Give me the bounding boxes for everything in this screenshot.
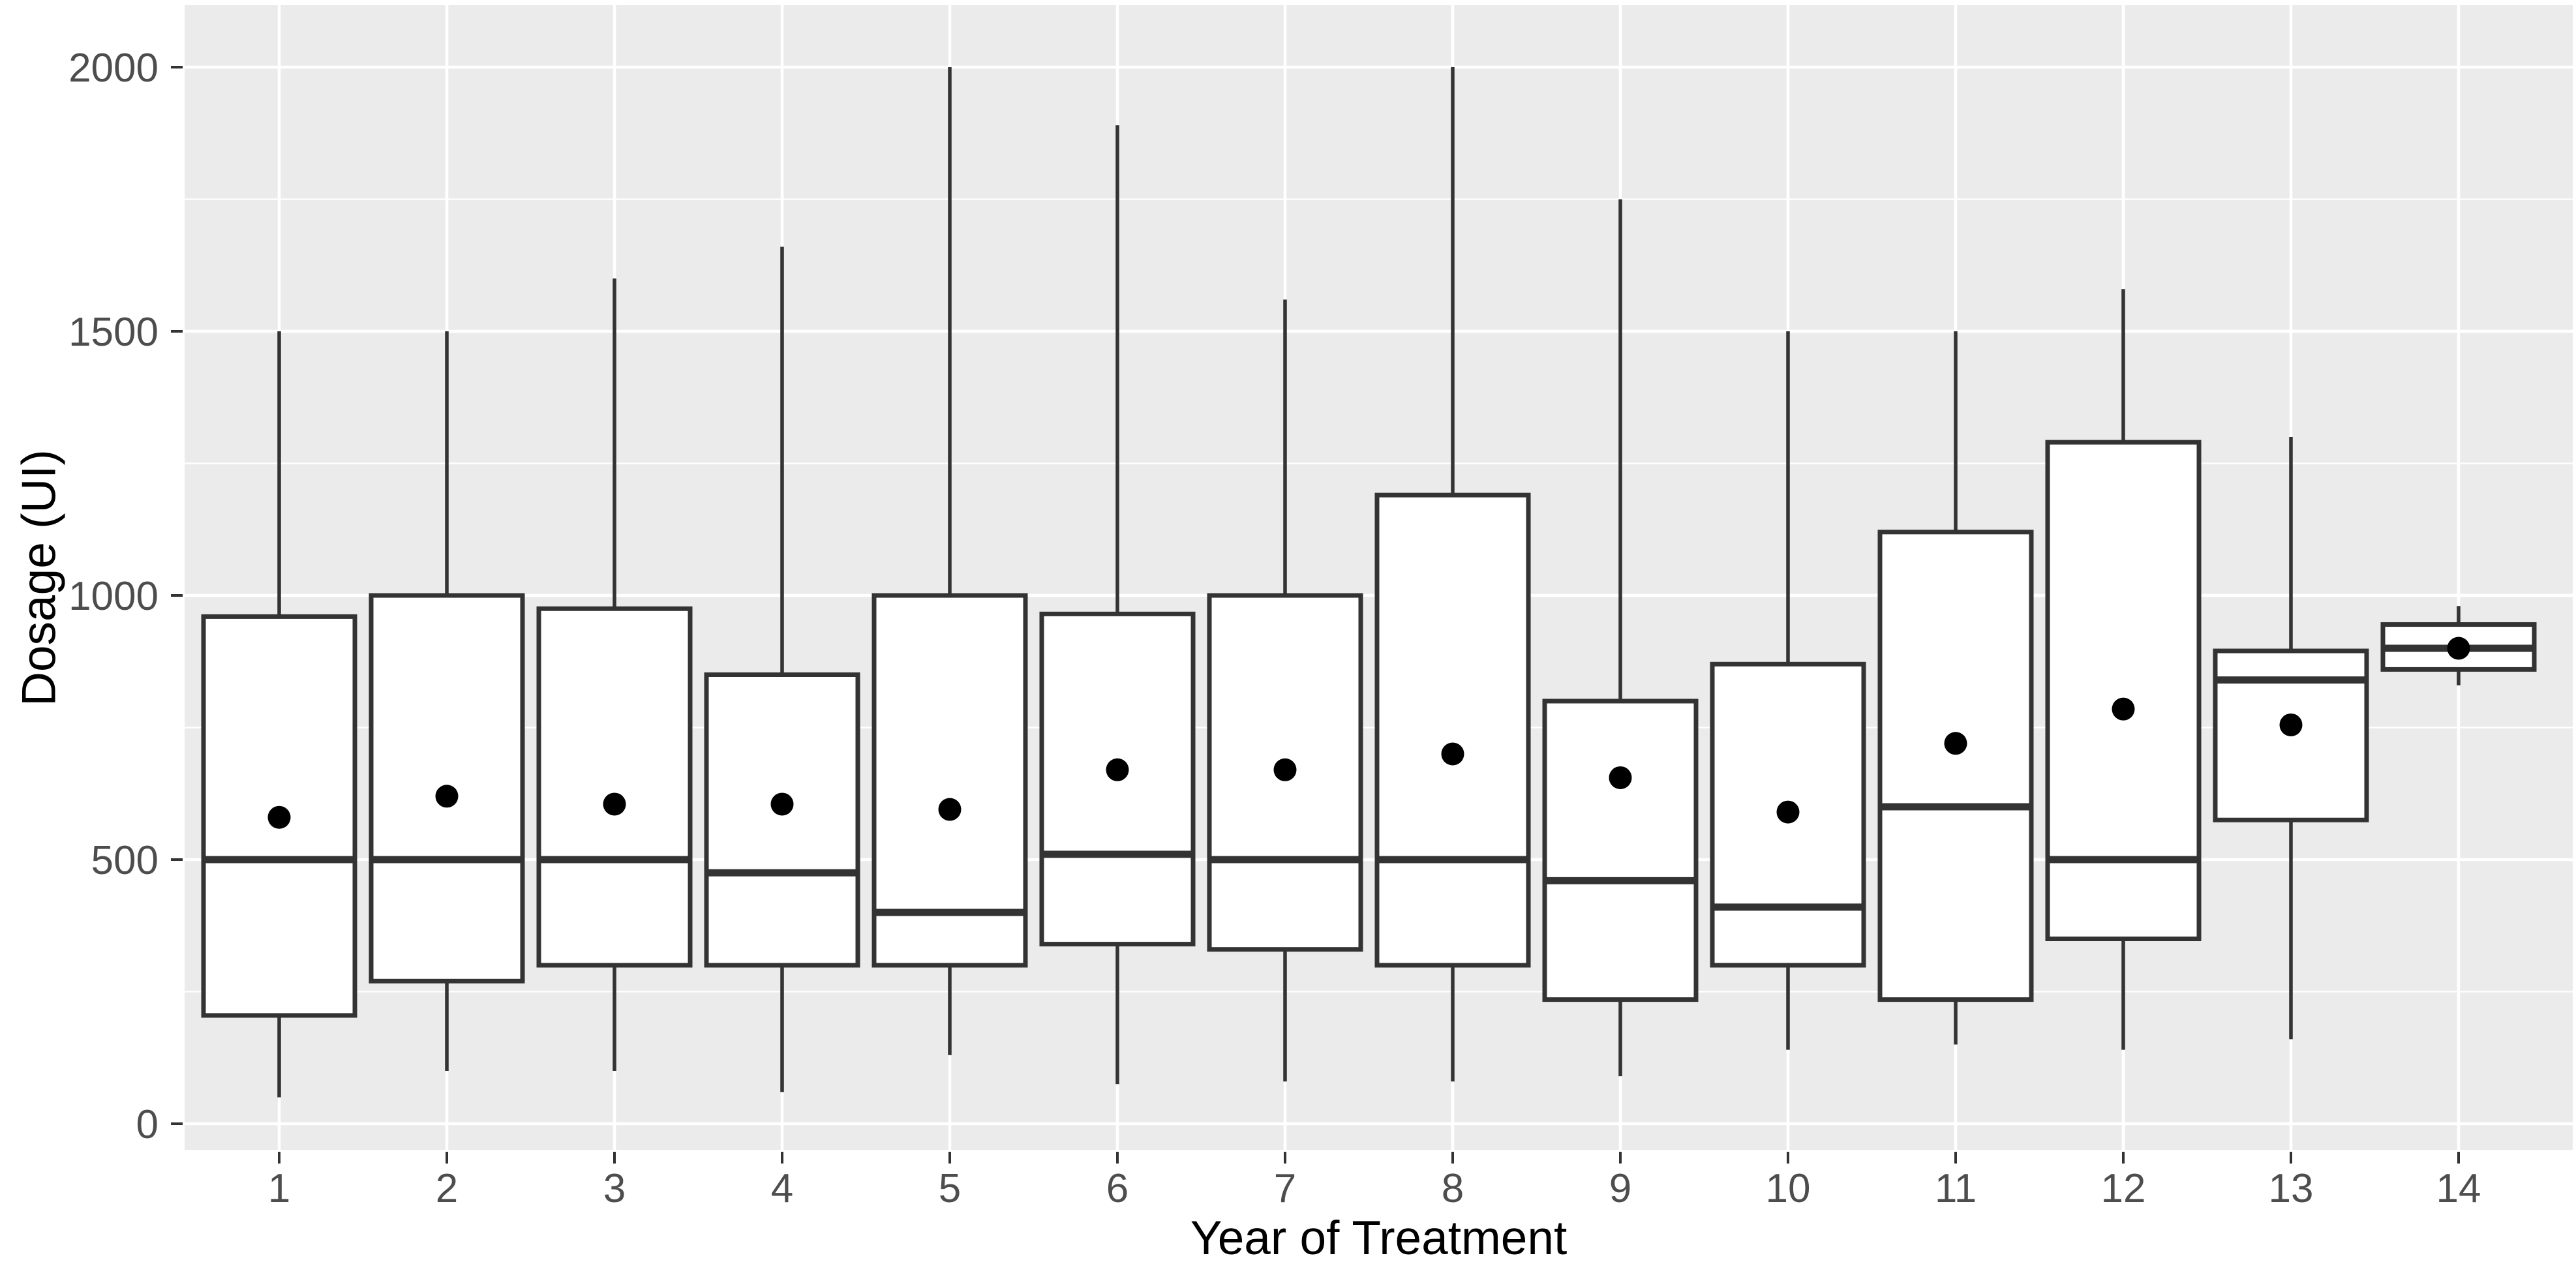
box-year-7 (1207, 593, 1363, 952)
box-year-4 (704, 672, 860, 968)
box-year-3 (536, 606, 693, 968)
mean-point-year-9 (1609, 766, 1632, 789)
box-year-12 (2045, 440, 2202, 941)
mean-point-year-7 (1273, 758, 1297, 781)
x-tick-label: 9 (1609, 1166, 1631, 1211)
x-tick-label: 2 (436, 1166, 458, 1211)
mean-point-year-3 (603, 792, 626, 816)
mean-point-year-5 (938, 798, 962, 821)
y-tick-label: 500 (91, 838, 159, 883)
mean-point-year-2 (435, 785, 459, 808)
y-tick-label: 1000 (68, 574, 159, 619)
x-tick-label: 4 (771, 1166, 793, 1211)
box-year-5 (871, 593, 1028, 968)
mean-point-year-12 (2112, 697, 2135, 721)
mean-point-year-4 (770, 792, 794, 816)
x-tick-label: 14 (2436, 1166, 2481, 1211)
box-year-8 (1374, 492, 1531, 968)
y-tick-label: 0 (136, 1102, 159, 1147)
x-tick-label: 12 (2101, 1166, 2146, 1211)
x-axis-title: Year of Treatment (1190, 1212, 1568, 1265)
mean-point-year-8 (1441, 742, 1464, 766)
box-year-11 (1877, 530, 2034, 1002)
x-tick-label: 10 (1766, 1166, 1811, 1211)
y-axis-title: Dosage (UI) (12, 449, 66, 706)
mean-point-year-13 (2279, 713, 2303, 736)
mean-point-year-11 (1944, 732, 1967, 755)
mean-point-year-1 (267, 805, 291, 829)
x-tick-label: 7 (1274, 1166, 1296, 1211)
y-tick-label: 1500 (68, 310, 159, 355)
mean-point-year-14 (2447, 637, 2470, 660)
x-tick-label: 6 (1106, 1166, 1129, 1211)
x-tick-label: 11 (1935, 1166, 1977, 1211)
x-tick-label: 8 (1442, 1166, 1464, 1211)
mean-point-year-10 (1776, 800, 1800, 824)
y-tick-label: 2000 (68, 46, 159, 91)
x-tick-label: 13 (2269, 1166, 2314, 1211)
x-tick-label: 5 (939, 1166, 961, 1211)
mean-point-year-6 (1106, 758, 1129, 781)
x-tick-label: 1 (268, 1166, 290, 1211)
box-year-9 (1542, 699, 1699, 1002)
x-tick-label: 3 (603, 1166, 626, 1211)
